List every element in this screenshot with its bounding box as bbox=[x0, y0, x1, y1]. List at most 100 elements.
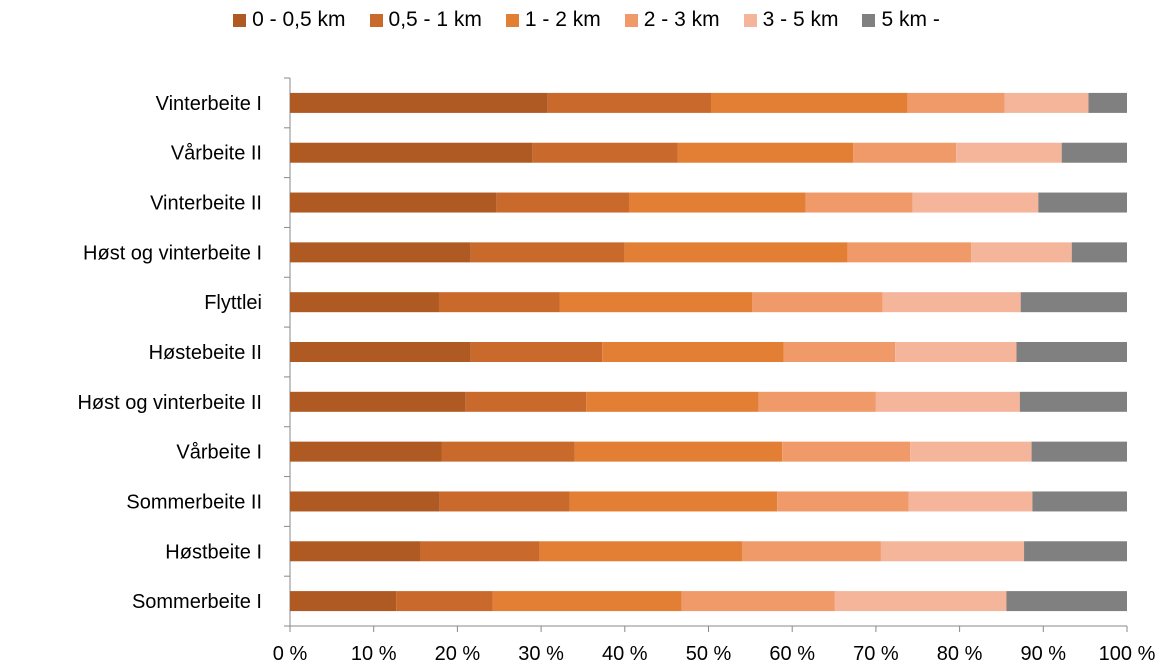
bar-segment bbox=[805, 192, 913, 213]
bar-segment bbox=[290, 391, 466, 412]
bar-segment bbox=[628, 192, 806, 213]
x-tick-label: 0 % bbox=[273, 643, 308, 665]
bar-segment bbox=[681, 591, 835, 612]
x-tick-label: 70 % bbox=[853, 643, 899, 665]
bar-segment bbox=[895, 342, 1017, 362]
category-label: Flyttlei bbox=[204, 292, 262, 314]
bar-segment bbox=[547, 92, 712, 113]
bar-segment bbox=[290, 92, 548, 113]
legend-label: 0,5 - 1 km bbox=[388, 8, 482, 31]
bar-segment bbox=[290, 441, 442, 462]
category-label: Sommerbeite I bbox=[132, 591, 262, 613]
bar-segment bbox=[439, 491, 570, 512]
bar-segment bbox=[290, 142, 533, 163]
bar-segment bbox=[741, 541, 881, 562]
bar-segment bbox=[290, 491, 440, 512]
bar-segment bbox=[1016, 342, 1127, 362]
category-label: Høstebeite II bbox=[149, 342, 262, 364]
bar-segment bbox=[420, 541, 540, 562]
legend-item: 0 - 0,5 km bbox=[233, 8, 346, 32]
x-tick-label: 40 % bbox=[602, 643, 648, 665]
legend-item: 0,5 - 1 km bbox=[369, 8, 482, 32]
bar-segment bbox=[956, 142, 1062, 163]
bar-segment bbox=[441, 441, 575, 462]
bar-segment bbox=[677, 142, 854, 163]
legend-swatch bbox=[743, 13, 757, 27]
bar-segment bbox=[539, 541, 742, 562]
bar-segment bbox=[1061, 142, 1127, 163]
bar-segment bbox=[752, 292, 883, 313]
bar-segment bbox=[910, 441, 1032, 462]
bar-segment bbox=[1071, 242, 1127, 263]
bar-segment bbox=[907, 92, 1005, 113]
bar-segment bbox=[882, 292, 1021, 313]
legend-item: 5 km - bbox=[862, 8, 940, 32]
bar-segment bbox=[1024, 541, 1127, 562]
bar-segment bbox=[783, 342, 896, 362]
category-label: Høstbeite I bbox=[165, 541, 262, 563]
bar-segment bbox=[438, 292, 560, 313]
bar-segment bbox=[396, 591, 493, 612]
category-label: Høst og vinterbeite I bbox=[83, 242, 262, 264]
bar-segment bbox=[908, 491, 1033, 512]
bar-segment bbox=[602, 342, 784, 362]
bar-segment bbox=[290, 342, 471, 362]
bar-segment bbox=[834, 591, 1007, 612]
bar-segment bbox=[290, 541, 421, 562]
bar-segment bbox=[971, 242, 1072, 263]
bar-segment bbox=[880, 541, 1025, 562]
legend-item: 1 - 2 km bbox=[505, 8, 601, 32]
bar-segment bbox=[1019, 391, 1127, 412]
bar-segment bbox=[290, 292, 439, 313]
bar-segment bbox=[853, 142, 957, 163]
category-label: Sommerbeite II bbox=[126, 491, 262, 513]
bar-segment bbox=[496, 192, 629, 213]
x-tick-label: 20 % bbox=[435, 643, 481, 665]
bar-segment bbox=[470, 342, 603, 362]
category-label: Vårbeite II bbox=[171, 143, 262, 165]
category-label: Høst og vinterbeite II bbox=[77, 392, 262, 414]
bar-segment bbox=[1004, 92, 1089, 113]
bar-segment bbox=[782, 441, 911, 462]
bar-segment bbox=[711, 92, 908, 113]
bar-segment bbox=[912, 192, 1039, 213]
bar-segment bbox=[624, 242, 848, 263]
bar-segment bbox=[1006, 591, 1127, 612]
bar-segment bbox=[777, 491, 909, 512]
bar-segment bbox=[1031, 441, 1127, 462]
legend-label: 5 km - bbox=[881, 8, 940, 31]
bar-segment bbox=[470, 242, 625, 263]
bar-segment bbox=[532, 142, 678, 163]
legend-item: 2 - 3 km bbox=[624, 8, 720, 32]
chart-legend: 0 - 0,5 km 0,5 - 1 km 1 - 2 km 2 - 3 km 3 - … bbox=[0, 8, 1173, 32]
legend-label: 1 - 2 km bbox=[524, 8, 601, 31]
bar-segment bbox=[569, 491, 778, 512]
legend-label: 3 - 5 km bbox=[762, 8, 839, 31]
bar-segment bbox=[492, 591, 682, 612]
bar-segment bbox=[290, 192, 497, 213]
category-label: Vinterbeite II bbox=[150, 193, 262, 215]
legend-swatch bbox=[505, 13, 519, 27]
legend-label: 0 - 0,5 km bbox=[252, 8, 346, 31]
legend-swatch bbox=[369, 13, 383, 27]
bar-segment bbox=[290, 242, 471, 263]
x-tick-label: 100 % bbox=[1099, 643, 1156, 665]
bar-segment bbox=[875, 391, 1020, 412]
legend-label: 2 - 3 km bbox=[643, 8, 720, 31]
bar-segment bbox=[290, 591, 397, 612]
legend-swatch bbox=[862, 13, 876, 27]
bar-segment bbox=[465, 391, 587, 412]
bar-segment bbox=[1038, 192, 1127, 213]
bar-segment bbox=[758, 391, 876, 412]
bar-segment bbox=[1020, 292, 1127, 313]
x-tick-label: 60 % bbox=[769, 643, 815, 665]
legend-swatch bbox=[624, 13, 638, 27]
legend-swatch bbox=[233, 13, 247, 27]
bar-segment bbox=[1032, 491, 1127, 512]
bar-segment bbox=[586, 391, 759, 412]
x-tick-label: 90 % bbox=[1021, 643, 1067, 665]
category-label: Vinterbeite I bbox=[156, 93, 262, 115]
legend-item: 3 - 5 km bbox=[743, 8, 839, 32]
x-tick-label: 50 % bbox=[686, 643, 732, 665]
